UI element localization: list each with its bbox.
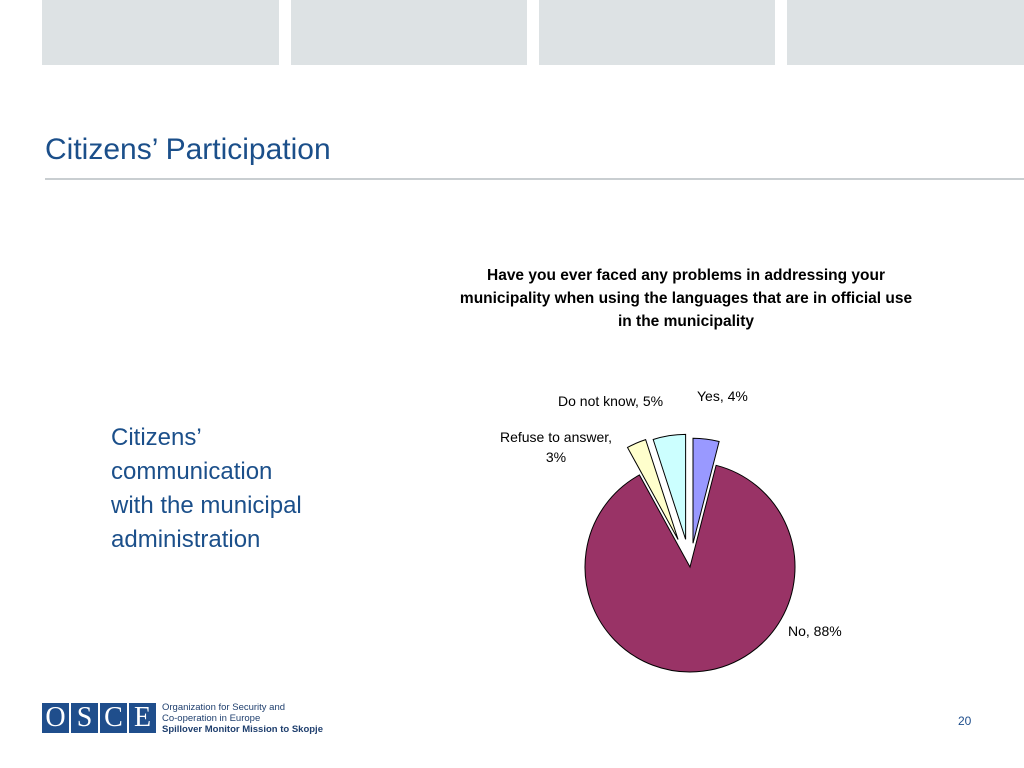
header-block-2 [291, 0, 527, 65]
slice-label-no: No, 88% [788, 623, 842, 639]
page-number: 20 [958, 714, 972, 728]
org-line-1: Organization for Security and [162, 701, 286, 713]
pie-slice-no [584, 464, 796, 673]
pie-slice-do-not-know [652, 433, 687, 540]
chart-title: Have you ever faced any problems in addr… [460, 267, 913, 330]
slice-label-refuse-line-1: Refuse to answer, [500, 429, 612, 445]
slice-label-refuse-line-2: 3% [546, 449, 566, 465]
header-block-1 [42, 0, 279, 65]
osce-logo: O S C E Organization for Security and Co… [42, 702, 323, 735]
logo-letter-s: S [71, 703, 98, 733]
title-divider [45, 178, 1024, 180]
logo-letter-o: O [42, 703, 69, 733]
logo-letter-c: C [100, 703, 127, 733]
pie-slices [584, 433, 796, 673]
slice-label-do-not-know: Do not know, 5% [558, 393, 663, 409]
chart-title-line-3: in the municipality [618, 313, 754, 330]
chart-title-line-2: municipality when using the languages th… [460, 290, 913, 307]
header-block-4 [787, 0, 1024, 65]
chart-title-line-1: Have you ever faced any problems in addr… [487, 267, 885, 284]
pie-slice-refuse-to-answer [626, 438, 679, 540]
header-block-3 [539, 0, 775, 65]
organization-name: Organization for Security and Co-operati… [162, 702, 323, 735]
pie-slice-yes [692, 437, 720, 544]
logo-letter-e: E [129, 703, 156, 733]
side-caption: Citizens’ communication with the municip… [111, 424, 302, 553]
org-line-2: Co-operation in Europe [162, 712, 261, 724]
slice-label-yes: Yes, 4% [697, 388, 748, 404]
org-line-3: Spillover Monitor Mission to Skopje [162, 723, 323, 735]
slide-title: Citizens’ Participation [45, 133, 331, 166]
